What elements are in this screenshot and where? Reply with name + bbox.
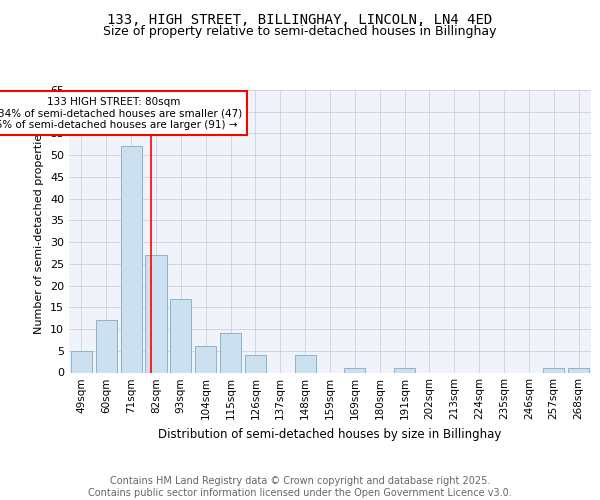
Bar xyxy=(344,368,365,372)
Bar xyxy=(71,351,92,372)
Y-axis label: Number of semi-detached properties: Number of semi-detached properties xyxy=(34,128,44,334)
Text: Contains HM Land Registry data © Crown copyright and database right 2025.
Contai: Contains HM Land Registry data © Crown c… xyxy=(88,476,512,498)
Bar xyxy=(568,368,589,372)
X-axis label: Distribution of semi-detached houses by size in Billinghay: Distribution of semi-detached houses by … xyxy=(158,428,502,441)
Text: Size of property relative to semi-detached houses in Billinghay: Size of property relative to semi-detach… xyxy=(103,25,497,38)
Bar xyxy=(295,355,316,372)
Bar xyxy=(96,320,117,372)
Text: 133 HIGH STREET: 80sqm
← 34% of semi-detached houses are smaller (47)
66% of sem: 133 HIGH STREET: 80sqm ← 34% of semi-det… xyxy=(0,96,242,130)
Bar xyxy=(245,355,266,372)
Bar xyxy=(195,346,216,372)
Bar xyxy=(394,368,415,372)
Bar xyxy=(121,146,142,372)
Text: 133, HIGH STREET, BILLINGHAY, LINCOLN, LN4 4ED: 133, HIGH STREET, BILLINGHAY, LINCOLN, L… xyxy=(107,12,493,26)
Bar xyxy=(220,334,241,372)
Bar xyxy=(170,298,191,372)
Bar xyxy=(543,368,564,372)
Bar xyxy=(145,255,167,372)
